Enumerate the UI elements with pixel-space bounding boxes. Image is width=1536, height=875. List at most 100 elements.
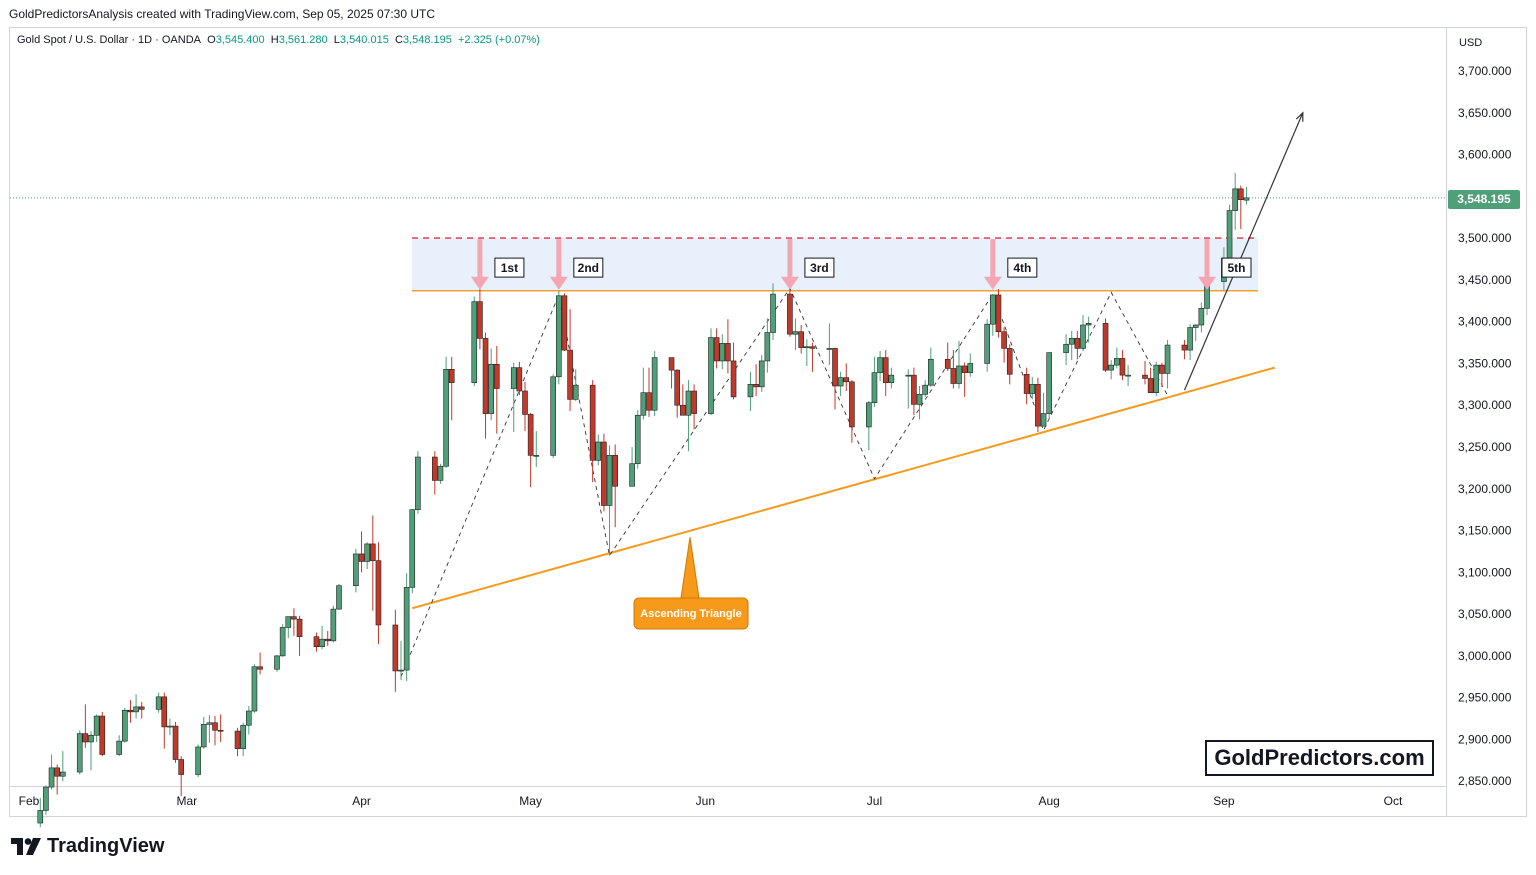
time-axis-separator xyxy=(9,786,1446,787)
triangle-label-pointer xyxy=(680,537,700,599)
candle-body xyxy=(685,390,692,416)
candle xyxy=(353,548,359,593)
candle-body xyxy=(409,509,416,588)
candle xyxy=(336,584,342,610)
candle-body xyxy=(392,624,399,672)
touch-label: 1st xyxy=(501,261,518,275)
candle xyxy=(195,744,201,778)
x-tick-label: Sep xyxy=(1213,794,1235,808)
candle xyxy=(984,319,990,372)
candle-body xyxy=(1023,374,1030,394)
down-arrow-icon xyxy=(983,276,1002,290)
down-arrow-icon xyxy=(470,276,489,290)
candle xyxy=(556,290,562,385)
candle xyxy=(398,640,404,681)
candle-body xyxy=(961,365,968,373)
candle xyxy=(122,707,128,743)
touch-label-box xyxy=(494,257,525,278)
candle-body xyxy=(967,363,974,373)
candle xyxy=(510,362,517,432)
candle xyxy=(1238,185,1244,229)
candle-body xyxy=(950,368,957,384)
y-tick-label: 3,200.000 xyxy=(1458,482,1512,496)
candle-body xyxy=(680,404,686,416)
candle xyxy=(234,727,241,757)
candle-body xyxy=(928,358,934,386)
projection-arrow-head xyxy=(1295,111,1304,122)
tradingview-logo[interactable]: TradingView xyxy=(11,833,164,859)
candle-body xyxy=(1068,338,1075,345)
candle xyxy=(257,652,263,675)
candle xyxy=(561,293,568,351)
candle xyxy=(871,356,878,407)
candle-body xyxy=(882,357,889,383)
last-price-tag: 3,548.195 xyxy=(1448,190,1520,209)
candle xyxy=(691,384,697,430)
candle-body xyxy=(758,360,765,388)
candle-body xyxy=(713,337,720,362)
candle xyxy=(471,296,478,387)
price-change: +2.325 (+0.07%) xyxy=(457,34,540,46)
candle-body xyxy=(88,734,94,743)
candle xyxy=(1187,324,1193,361)
candle xyxy=(640,367,647,420)
candle xyxy=(82,704,89,748)
candle xyxy=(792,318,799,351)
candle xyxy=(804,339,810,366)
candle xyxy=(437,463,444,484)
chart-credit: GoldPredictorsAnalysis created with Trad… xyxy=(9,7,435,21)
candle-body xyxy=(1192,324,1199,328)
candle-body xyxy=(415,456,421,510)
candle xyxy=(448,356,455,421)
candle-body xyxy=(550,376,556,456)
candle-body xyxy=(1029,384,1036,394)
candle xyxy=(826,323,833,366)
candle-body xyxy=(167,725,173,728)
candle-body xyxy=(60,771,66,777)
candle xyxy=(837,371,844,397)
candle xyxy=(246,706,252,735)
x-tick-label: Aug xyxy=(1039,794,1060,808)
candle-body xyxy=(995,294,1002,332)
x-tick-label: Jul xyxy=(867,794,882,808)
candle xyxy=(274,655,280,672)
candle-body xyxy=(629,463,635,487)
touch-arrow-shaft xyxy=(477,239,483,278)
candle-body xyxy=(561,295,568,351)
candle xyxy=(1035,377,1041,432)
candle-body xyxy=(725,343,731,362)
candle xyxy=(1080,314,1086,351)
candle xyxy=(1142,360,1148,385)
candle-body xyxy=(172,725,179,760)
candle-body xyxy=(787,293,793,335)
low-label: L xyxy=(333,34,340,46)
candle-body xyxy=(471,301,478,383)
candle-body xyxy=(601,441,607,506)
ascending-support-line xyxy=(412,366,1275,610)
candle-body xyxy=(364,543,370,562)
candle xyxy=(1125,365,1131,387)
candle xyxy=(606,445,613,556)
candle-body xyxy=(82,733,89,743)
chart-panel[interactable] xyxy=(9,27,1527,817)
candle xyxy=(832,347,838,410)
candle xyxy=(1159,362,1165,387)
y-tick-label: 2,900.000 xyxy=(1458,732,1512,746)
candle-body xyxy=(138,706,145,710)
currency-selector[interactable]: USD xyxy=(1459,37,1483,49)
candle-body xyxy=(1035,384,1041,427)
candle-body xyxy=(651,357,658,411)
touch-arrow-shaft xyxy=(787,239,793,278)
y-tick-label: 3,050.000 xyxy=(1458,607,1512,621)
candle xyxy=(1114,347,1120,369)
candle-body xyxy=(319,638,325,648)
candle-body xyxy=(1114,358,1120,366)
candle xyxy=(527,412,534,488)
candle xyxy=(1040,392,1047,427)
candle xyxy=(178,756,184,797)
price-axis-separator xyxy=(1446,27,1447,817)
candle-body xyxy=(313,636,320,648)
touch-label: 2nd xyxy=(578,261,599,275)
candle-body xyxy=(843,377,850,383)
down-arrow-icon xyxy=(1198,276,1216,290)
